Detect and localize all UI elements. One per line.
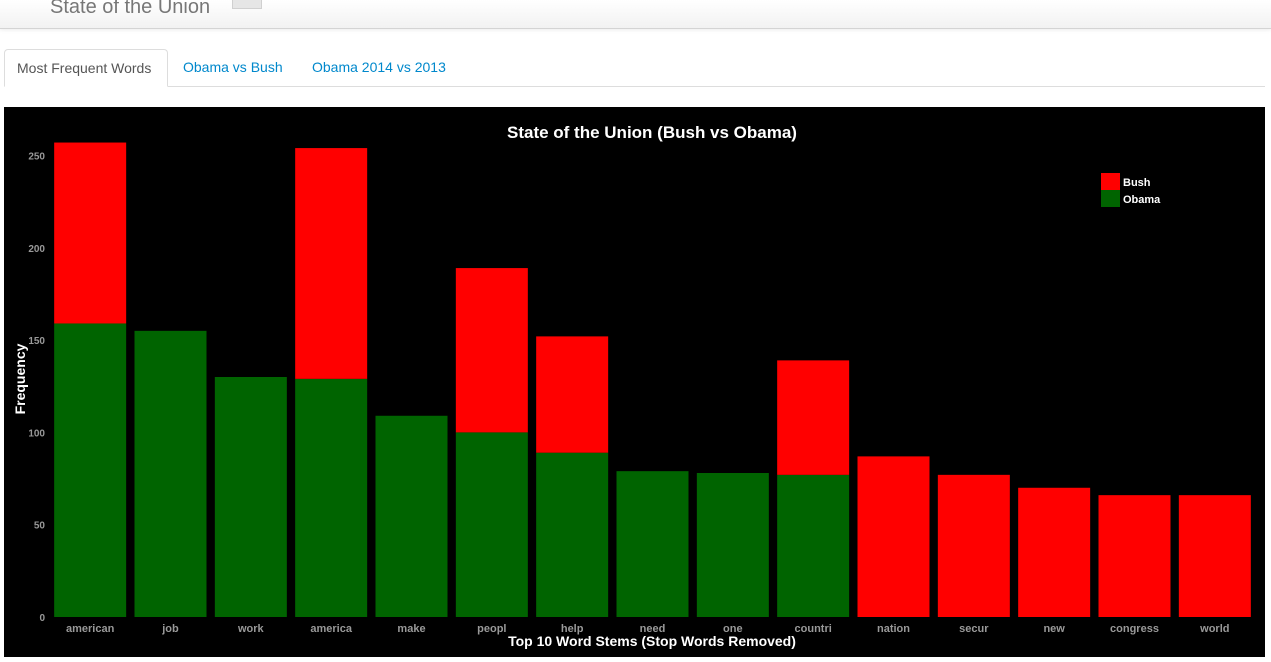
bar-bush-countri — [777, 360, 850, 475]
bar-obama-job — [134, 330, 207, 617]
bar-obama-one — [696, 473, 769, 617]
x-tick-label-american: american — [66, 623, 115, 635]
x-tick-label-secur: secur — [959, 623, 989, 635]
bar-bush-world — [1178, 495, 1251, 617]
tab-bar: Most Frequent Words Obama vs Bush Obama … — [4, 49, 1265, 87]
bar-obama-work — [214, 377, 287, 617]
tab-obama-2014-vs-2013[interactable]: Obama 2014 vs 2013 — [312, 59, 446, 75]
x-tick-label-america: america — [310, 623, 352, 635]
x-tick-label-world: world — [1199, 623, 1229, 635]
bar-bush-help — [536, 336, 609, 453]
bar-bush-congress — [1098, 495, 1171, 617]
y-tick-label: 100 — [28, 428, 45, 439]
x-axis-label: Top 10 Word Stems (Stop Words Removed) — [508, 633, 796, 649]
bar-bush-american — [54, 142, 127, 324]
legend-label-obama: Obama — [1123, 194, 1161, 206]
legend: Bush Obama — [1101, 173, 1161, 207]
y-tick-label: 250 — [28, 151, 45, 162]
y-tick-label: 200 — [28, 244, 45, 255]
x-tick-label-peopl: peopl — [477, 623, 506, 635]
x-axis: american job work america make peopl help need o… — [66, 623, 1229, 635]
bar-obama-help — [536, 452, 609, 617]
x-tick-label-work: work — [237, 623, 265, 635]
y-axis-label: Frequency — [12, 343, 28, 414]
navbar-toggle-button[interactable] — [232, 0, 262, 9]
bar-obama-american — [54, 323, 127, 617]
bar-bush-new — [1018, 487, 1091, 617]
tab-most-frequent-words[interactable]: Most Frequent Words — [4, 49, 168, 87]
x-tick-label-make: make — [397, 623, 425, 635]
bar-obama-america — [295, 378, 368, 617]
bar-obama-make — [375, 415, 448, 617]
bars-group — [54, 142, 1251, 617]
app-title[interactable]: State of the Union — [50, 0, 211, 18]
x-tick-label-countri: countri — [795, 623, 832, 635]
x-tick-label-congress: congress — [1110, 623, 1159, 635]
tab-obama-vs-bush[interactable]: Obama vs Bush — [183, 59, 283, 75]
bar-obama-need — [616, 471, 689, 617]
bar-obama-peopl — [455, 432, 528, 617]
bar-chart: State of the Union (Bush vs Obama) Top 1… — [12, 123, 1251, 649]
y-tick-label: 150 — [28, 336, 45, 347]
bar-obama-countri — [777, 474, 850, 617]
chart-title: State of the Union (Bush vs Obama) — [507, 123, 797, 142]
bar-bush-america — [295, 148, 368, 379]
x-tick-label-need: need — [640, 623, 666, 635]
x-tick-label-new: new — [1043, 623, 1065, 635]
x-tick-label-help: help — [561, 623, 584, 635]
bar-bush-nation — [857, 456, 930, 617]
chart-panel: State of the Union (Bush vs Obama) Top 1… — [4, 107, 1265, 657]
navbar: State of the Union — [0, 0, 1271, 29]
y-tick-label: 0 — [39, 613, 45, 624]
legend-label-bush: Bush — [1123, 177, 1151, 189]
x-tick-label-job: job — [161, 623, 179, 635]
legend-swatch-obama — [1101, 190, 1120, 207]
x-tick-label-nation: nation — [877, 623, 910, 635]
bar-bush-secur — [937, 474, 1010, 617]
y-axis: 0 50 100 150 200 250 — [28, 151, 45, 624]
legend-swatch-bush — [1101, 173, 1120, 190]
y-tick-label: 50 — [34, 521, 46, 532]
x-tick-label-one: one — [723, 623, 743, 635]
bar-bush-peopl — [455, 268, 528, 433]
